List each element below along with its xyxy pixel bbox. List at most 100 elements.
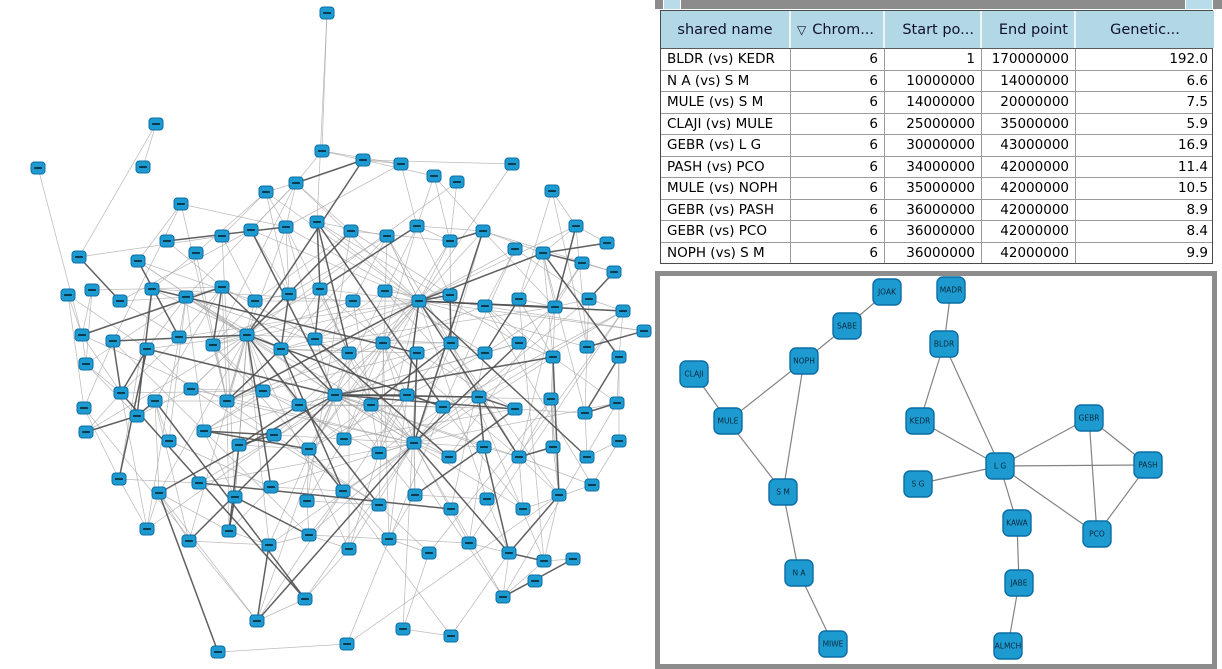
network-node-kawa[interactable]: KAWA <box>1002 509 1032 537</box>
network-node[interactable] <box>111 472 127 486</box>
network-node[interactable] <box>341 346 357 360</box>
network-node[interactable] <box>227 490 243 504</box>
table-cell[interactable]: 8.9 <box>1186 201 1208 218</box>
network-node[interactable] <box>263 480 279 494</box>
table-cell[interactable]: CLAJI (vs) MULE <box>661 113 791 134</box>
network-node[interactable] <box>574 256 590 270</box>
network-node[interactable] <box>247 294 263 308</box>
network-node[interactable] <box>159 234 175 248</box>
table-cell[interactable]: 20000000 <box>982 92 1076 113</box>
network-node[interactable] <box>527 574 543 588</box>
table-cell[interactable]: 8.4 <box>1186 223 1208 240</box>
table-cell[interactable]: 42000000 <box>982 242 1076 263</box>
network-node[interactable] <box>409 219 425 233</box>
network-node[interactable] <box>266 428 282 442</box>
table-cell[interactable]: 43000000 <box>982 135 1076 156</box>
network-node[interactable] <box>343 224 359 238</box>
network-node[interactable] <box>113 386 129 400</box>
table-cell[interactable]: 34000000 <box>885 156 982 177</box>
network-node-n-a[interactable]: N A <box>784 559 814 587</box>
table-cell[interactable]: 6 <box>791 242 885 263</box>
network-node[interactable] <box>609 396 625 410</box>
network-node[interactable] <box>584 478 600 492</box>
table-cell[interactable]: 16.9 <box>1177 137 1208 154</box>
network-node[interactable] <box>183 382 199 396</box>
network-node[interactable] <box>278 220 294 234</box>
table-cell[interactable]: 35000000 <box>982 113 1076 134</box>
selected-network-canvas[interactable]: JOAK MADR SABE NOPH CLAJI BLDR MULE KEDR GEBR L G… <box>660 276 1212 664</box>
node-shape[interactable] <box>936 276 966 304</box>
node-shape[interactable] <box>905 407 935 435</box>
main-network-canvas[interactable] <box>0 0 652 669</box>
table-cell[interactable]: 6 <box>791 156 885 177</box>
network-node[interactable] <box>511 292 527 306</box>
table-cell[interactable]: 1 <box>885 49 982 70</box>
main-network-view[interactable] <box>0 0 652 669</box>
network-node[interactable] <box>379 229 395 243</box>
table-cell[interactable]: 42000000 <box>982 178 1076 199</box>
table-cell[interactable]: 192.0 <box>1169 51 1208 68</box>
network-node[interactable] <box>74 328 90 342</box>
network-node[interactable] <box>178 290 194 304</box>
selected-network-view[interactable]: JOAK MADR SABE NOPH CLAJI BLDR MULE KEDR GEBR L G… <box>655 271 1217 669</box>
table-row[interactable]: GEBR (vs) PCO 6 36000000 42000000 8.4 <box>661 221 1212 243</box>
node-shape[interactable] <box>929 330 959 358</box>
network-node[interactable] <box>301 442 317 456</box>
network-node[interactable] <box>615 304 631 318</box>
network-node[interactable] <box>495 590 511 604</box>
network-node-bldr[interactable]: BLDR <box>929 330 959 358</box>
table-cell[interactable]: 30000000 <box>885 135 982 156</box>
node-shape[interactable] <box>818 630 848 658</box>
table-cell[interactable]: 14000000 <box>885 92 982 113</box>
column-header-start-po-[interactable]: Start po... <box>885 11 982 48</box>
network-node[interactable] <box>71 250 87 264</box>
table-row[interactable]: CLAJI (vs) MULE 6 25000000 35000000 5.9 <box>661 113 1212 135</box>
network-node[interactable] <box>151 486 167 500</box>
network-node[interactable] <box>381 532 397 546</box>
network-node[interactable] <box>105 334 121 348</box>
network-node[interactable] <box>255 384 271 398</box>
network-node[interactable] <box>507 402 523 416</box>
network-node[interactable] <box>501 546 517 560</box>
node-shape[interactable] <box>1133 451 1163 479</box>
network-node[interactable] <box>545 440 561 454</box>
node-shape[interactable] <box>713 407 743 435</box>
network-node[interactable] <box>393 157 409 171</box>
table-cell[interactable]: 6 <box>791 113 885 134</box>
network-node-pash[interactable]: PASH <box>1133 451 1163 479</box>
network-node[interactable] <box>171 330 187 344</box>
network-node[interactable] <box>345 294 361 308</box>
table-cell[interactable]: 36000000 <box>885 199 982 220</box>
network-node[interactable] <box>568 219 584 233</box>
network-node[interactable] <box>375 336 391 350</box>
network-node[interactable] <box>547 300 563 314</box>
network-node[interactable] <box>219 394 235 408</box>
network-node[interactable] <box>78 425 94 439</box>
network-node-noph[interactable]: NOPH <box>789 347 819 375</box>
network-node[interactable] <box>477 346 493 360</box>
table-cell[interactable]: 10.5 <box>1177 180 1208 197</box>
network-node[interactable] <box>301 528 317 542</box>
network-node[interactable] <box>535 246 551 260</box>
table-cell[interactable]: MULE (vs) NOPH <box>661 178 791 199</box>
network-node[interactable] <box>545 350 561 364</box>
network-node[interactable] <box>461 536 477 550</box>
network-node[interactable] <box>243 223 259 237</box>
network-node[interactable] <box>449 175 465 189</box>
network-node[interactable] <box>135 160 151 174</box>
node-shape[interactable] <box>985 452 1015 480</box>
network-node[interactable] <box>579 340 595 354</box>
table-row[interactable]: GEBR (vs) L G 6 30000000 43000000 16.9 <box>661 135 1212 157</box>
network-node-gebr[interactable]: GEBR <box>1074 404 1104 432</box>
table-cell[interactable]: 6 <box>791 199 885 220</box>
network-node[interactable] <box>139 522 155 536</box>
network-node[interactable] <box>399 388 415 402</box>
network-node[interactable] <box>511 336 527 350</box>
network-node[interactable] <box>249 614 265 628</box>
table-cell[interactable]: 14000000 <box>982 70 1076 91</box>
network-node[interactable] <box>407 488 423 502</box>
column-header-genetic-[interactable]: Genetic... <box>1076 11 1214 48</box>
node-shape[interactable] <box>768 478 798 506</box>
network-node-madr[interactable]: MADR <box>936 276 966 304</box>
network-node[interactable] <box>636 324 652 338</box>
